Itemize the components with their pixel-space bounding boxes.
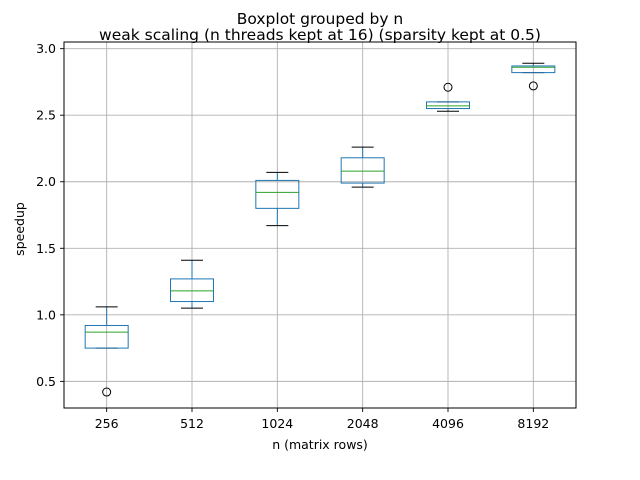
x-tick-label: 8192 (517, 416, 549, 431)
box-8192 (511, 65, 556, 74)
x-tick-label: 2048 (347, 416, 379, 431)
y-axis-label: speedup (12, 202, 27, 256)
outlier-point (102, 387, 112, 397)
box-256 (84, 324, 129, 349)
y-tick-label: 0.5 (36, 374, 56, 389)
box-2048 (340, 157, 385, 184)
chart-suptitle: Boxplot grouped by n (237, 10, 404, 28)
x-axis-label: n (matrix rows) (272, 437, 368, 452)
x-tick-label: 512 (180, 416, 204, 431)
x-tick-label: 1024 (261, 416, 293, 431)
plot-area: 0.5 1.0 1.5 2.0 2.5 3.0 256 512 1024 2048 4096 8192 (36, 41, 577, 431)
y-tick-label: 1.5 (36, 241, 56, 256)
chart-title: weak scaling (n threads kept at 16) (spa… (99, 26, 541, 44)
box-1024 (255, 179, 300, 209)
y-tick-label: 3.0 (36, 41, 56, 56)
box-4096 (426, 101, 470, 110)
plot-frame (63, 41, 577, 409)
y-tick-label: 2.0 (36, 174, 56, 189)
y-tick-label: 1.0 (36, 307, 56, 322)
x-tick-label: 4096 (432, 416, 464, 431)
outlier-point (443, 82, 453, 92)
outlier-point (528, 81, 538, 91)
x-tick-label: 256 (95, 416, 119, 431)
box-512 (170, 278, 214, 303)
y-tick-label: 2.5 (36, 108, 56, 123)
